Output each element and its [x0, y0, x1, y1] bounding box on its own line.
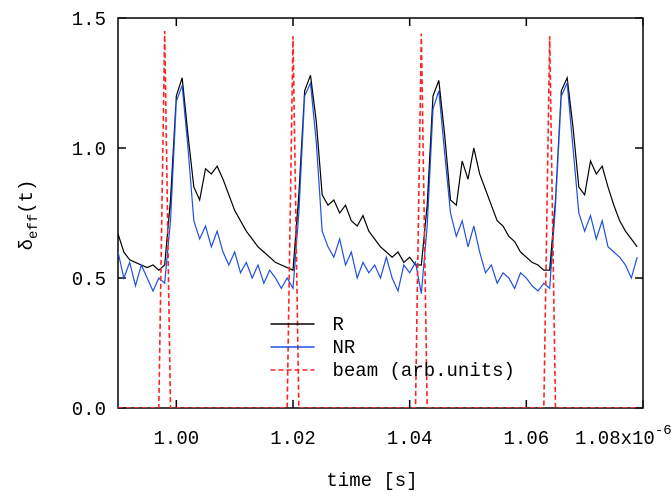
- y-label-suffix: (t): [16, 180, 38, 214]
- x-tick-label: 1.06: [504, 428, 550, 450]
- x-tick-label: 1.04: [387, 428, 433, 450]
- series-line: [118, 74, 638, 272]
- y-label-subscript: eff: [26, 214, 42, 239]
- y-tick-label: 0.5: [72, 269, 106, 291]
- x-multiplier: x10: [621, 428, 655, 450]
- x-tick-label: 1.00: [154, 428, 200, 450]
- x-axis-label: time [s]: [326, 470, 417, 492]
- y-tick-label: 0.0: [72, 399, 106, 421]
- legend-label: beam (arb.units): [333, 360, 515, 382]
- y-tick-label: 1.5: [72, 9, 106, 31]
- legend-label: R: [333, 314, 344, 336]
- plot-frame: [117, 17, 644, 409]
- series-line: [118, 80, 638, 294]
- x-tick-label-group: 1.08x10-6: [575, 423, 671, 450]
- y-axis-label: δeff(t): [16, 180, 42, 251]
- y-tick-label: 1.0: [72, 139, 106, 161]
- legend-label: NR: [333, 337, 356, 359]
- series-line: [118, 30, 638, 408]
- x-tick-label: 1.08: [575, 428, 621, 450]
- x-tick-label: 1.02: [270, 428, 316, 450]
- x-multiplier-exponent: -6: [655, 423, 671, 439]
- y-label-symbol: δ: [16, 239, 38, 250]
